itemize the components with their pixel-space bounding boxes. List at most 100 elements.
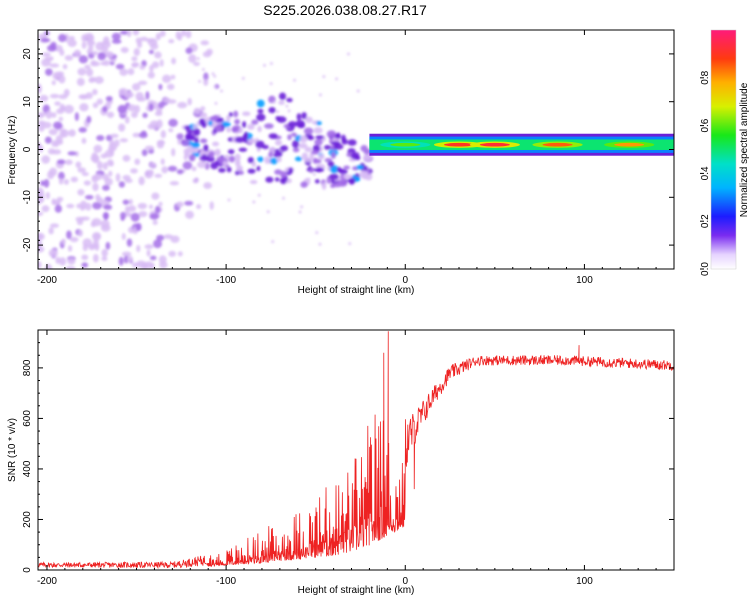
scatter-blob (269, 157, 278, 165)
noise-blob (76, 77, 85, 87)
noise-blob (106, 111, 115, 118)
noise-blob (117, 104, 127, 114)
colorbar-tick-label: 0.0 (700, 262, 711, 276)
noise-blob (118, 256, 124, 266)
sparse-blob (312, 172, 316, 176)
noise-blob (62, 64, 68, 70)
noise-blob (88, 77, 96, 83)
noise-blob (203, 182, 212, 189)
noise-blob (131, 56, 138, 62)
noise-blob (38, 120, 46, 125)
scatter-blob (193, 128, 201, 137)
scatter-blob (276, 156, 282, 163)
scatter-blob (199, 151, 209, 157)
noise-blob (43, 179, 50, 188)
sparse-blob (318, 93, 322, 97)
colorbar-label: Normalized spectral amplitude (739, 82, 750, 217)
snr-ytick-label: 800 (22, 359, 33, 376)
noise-blob (127, 205, 137, 212)
scatter-blob (279, 92, 287, 101)
noise-blob (102, 212, 110, 220)
noise-blob (123, 255, 129, 264)
noise-blob (75, 161, 82, 169)
noise-blob (44, 263, 53, 269)
noise-blob (52, 71, 63, 81)
noise-blob (67, 258, 76, 265)
noise-blob (134, 104, 141, 114)
snr-xtick-label: 0 (402, 576, 408, 587)
sparse-blob (269, 82, 273, 86)
spectrogram-ytick-label: -20 (22, 237, 33, 252)
noise-blob (127, 255, 134, 263)
noise-blob (95, 41, 105, 51)
noise-blob (148, 204, 154, 210)
noise-blob (138, 176, 145, 186)
noise-blob (84, 194, 94, 200)
noise-blob (121, 251, 132, 257)
noise-blob (49, 93, 60, 99)
noise-blob (90, 221, 96, 228)
snr-marks (38, 331, 674, 570)
sparse-blob (201, 161, 205, 165)
noise-blob (136, 244, 141, 253)
noise-blob (149, 162, 157, 168)
snr-xtick-label: -100 (216, 576, 236, 587)
scatter-blob (313, 127, 323, 134)
noise-blob (130, 168, 138, 174)
noise-blob (122, 199, 130, 205)
noise-blob (103, 204, 113, 210)
sparse-blob (252, 200, 256, 204)
noise-blob (200, 106, 206, 112)
noise-blob (193, 107, 201, 115)
scatter-blob (288, 167, 294, 174)
noise-blob (58, 257, 67, 266)
scatter-blob (309, 168, 314, 173)
noise-blob (168, 39, 175, 44)
noise-blob (54, 101, 61, 106)
noise-blob (157, 101, 165, 109)
scatter-blob (280, 170, 287, 179)
noise-blob (153, 239, 163, 249)
noise-blob (144, 169, 154, 179)
noise-blob (154, 111, 163, 117)
noise-blob (168, 250, 177, 257)
scatter-blob (328, 173, 339, 180)
noise-blob (65, 266, 76, 269)
scatter-blob (233, 110, 239, 118)
scatter-blob (214, 124, 222, 133)
noise-blob (137, 80, 148, 86)
scatter-blob (200, 138, 208, 144)
noise-blob (121, 233, 126, 241)
spectrogram-xlabel: Height of straight line (km) (298, 285, 415, 296)
noise-blob (119, 68, 128, 76)
scatter-blob (235, 165, 243, 172)
noise-blob (110, 133, 119, 138)
scatter-blob (257, 156, 264, 163)
noise-blob (49, 56, 54, 61)
noise-blob (141, 149, 148, 157)
scatter-blob (238, 147, 248, 152)
scatter-blob (234, 118, 240, 125)
noise-blob (40, 37, 51, 43)
scatter-blob (268, 133, 278, 139)
scatter-blob (333, 143, 344, 150)
noise-blob (156, 119, 163, 129)
noise-blob (38, 33, 48, 39)
sparse-blob (272, 100, 276, 104)
noise-blob (196, 204, 202, 210)
sparse-blob (285, 104, 289, 108)
noise-blob (67, 151, 77, 156)
scatter-blob (249, 180, 258, 185)
noise-blob (91, 61, 101, 67)
noise-blob (155, 33, 161, 41)
noise-blob (182, 161, 193, 170)
scatter-blob (247, 168, 256, 174)
noise-blob (51, 198, 56, 206)
sparse-blob (213, 123, 217, 127)
noise-blob (66, 203, 75, 209)
noise-blob (171, 148, 176, 157)
snr-xtick-label: 100 (576, 576, 593, 587)
noise-blob (81, 34, 87, 42)
scatter-blob (301, 112, 307, 120)
scatter-blob (234, 159, 241, 167)
